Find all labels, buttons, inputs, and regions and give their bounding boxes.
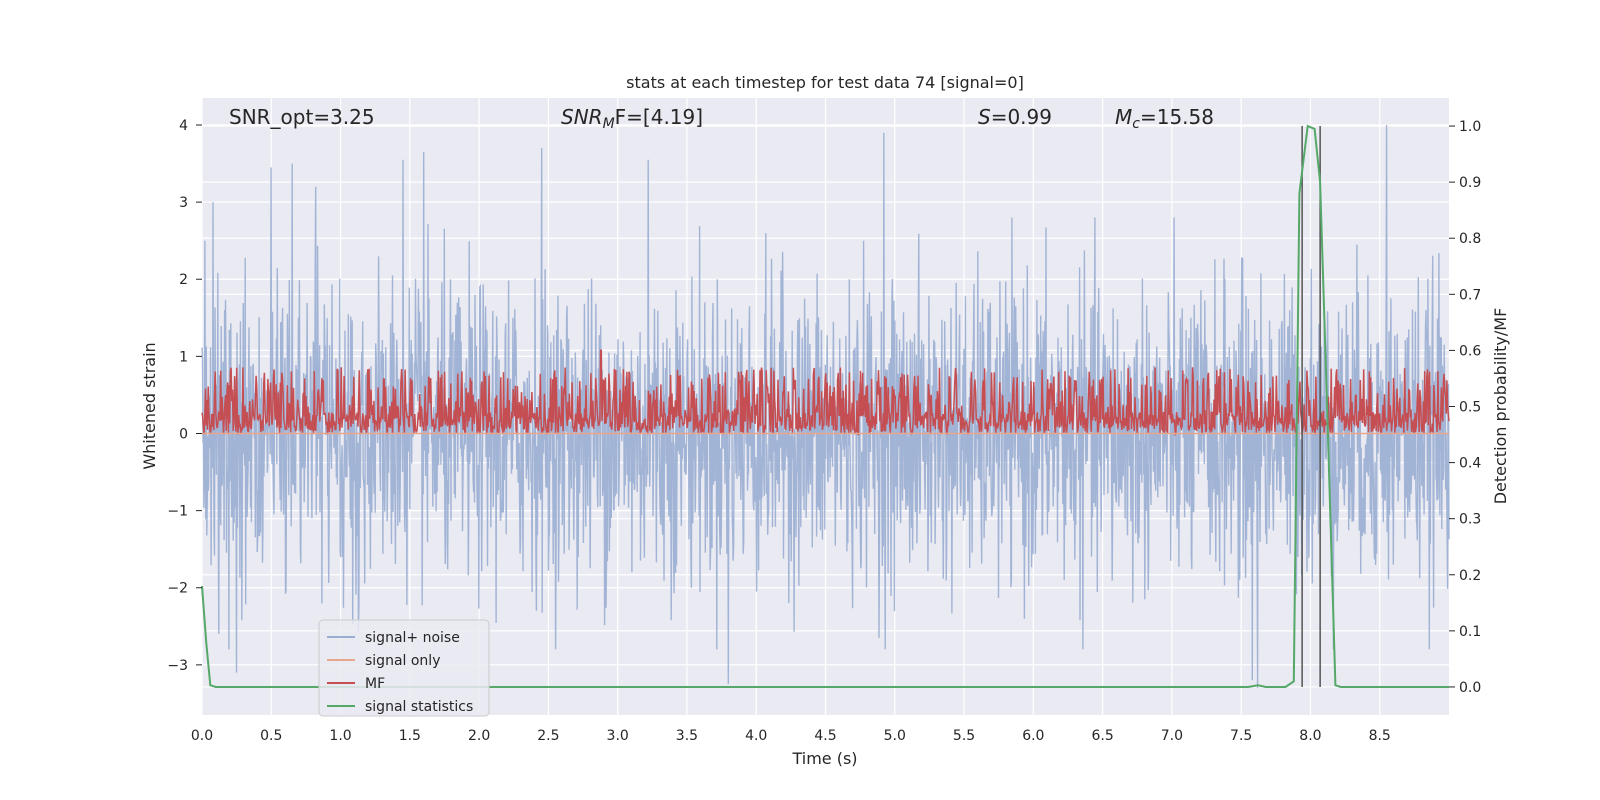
y-tick-label: 0 — [179, 426, 188, 442]
y2-tick-label: 0.5 — [1459, 400, 1481, 416]
y2-tick-label: 0.9 — [1459, 175, 1481, 191]
y-tick-label: 1 — [179, 349, 188, 365]
x-tick-label: 4.0 — [745, 728, 767, 744]
x-tick-label: 4.5 — [814, 728, 836, 744]
s-main: S — [978, 105, 991, 129]
y-tick-label: −2 — [167, 581, 188, 597]
signal-noise-line — [201, 124, 1450, 689]
legend-box — [318, 619, 490, 717]
annotation-s: S=0.99 — [978, 105, 1052, 129]
x-tick-label: 3.5 — [676, 728, 698, 744]
x-tick-label: 3.0 — [607, 728, 629, 744]
x-tick-label: 2.5 — [537, 728, 559, 744]
annotation-snr-mf: SNRMF=[4.19] — [561, 105, 703, 132]
y-tick-label: 2 — [179, 272, 188, 288]
x-tick-label: 1.0 — [329, 728, 351, 744]
x-tick-label: 5.5 — [953, 728, 975, 744]
mc-main: M — [1115, 105, 1132, 129]
y-tick-label: 3 — [179, 195, 188, 211]
annotation-snr-opt: SNR_opt=3.25 — [229, 105, 375, 129]
y-tick-label: −1 — [167, 504, 188, 520]
y2-tick-label: 0.4 — [1459, 456, 1481, 472]
legend-label: MF — [365, 676, 385, 692]
y2-tick-label: 0.1 — [1459, 624, 1481, 640]
signal-noise-series — [201, 124, 1450, 689]
x-tick-label: 8.0 — [1299, 728, 1321, 744]
mc-rest: =15.58 — [1140, 105, 1214, 129]
x-axis-label: Time (s) — [791, 749, 857, 768]
x-tick-label: 5.0 — [884, 728, 906, 744]
legend-label: signal+ noise — [365, 630, 460, 646]
x-tick-label: 7.0 — [1161, 728, 1183, 744]
y2-tick-label: 0.2 — [1459, 568, 1481, 584]
legend: signal+ noise signal only MF signal statist… — [318, 619, 490, 717]
legend-label: signal statistics — [365, 699, 473, 715]
snr-mf-sub: M — [603, 116, 615, 132]
y2-tick-label: 0.7 — [1459, 287, 1481, 303]
mc-sub: c — [1132, 116, 1140, 132]
x-tick-label: 2.0 — [468, 728, 490, 744]
x-tick-label: 8.5 — [1369, 728, 1391, 744]
y2-tick-label: 0.6 — [1459, 343, 1481, 359]
x-tick-label: 6.0 — [1022, 728, 1044, 744]
x-tick-label: 1.5 — [399, 728, 421, 744]
legend-label: signal only — [365, 653, 440, 669]
x-tick-label: 0.5 — [260, 728, 282, 744]
x-tick-label: 7.5 — [1230, 728, 1252, 744]
snr-mf-rest: F=[4.19] — [615, 105, 703, 129]
axes: 0.0 0.5 1.0 1.5 2.0 2.5 3.0 3.5 4.0 4.5 5.0 5.5 6.0 6… — [167, 118, 1481, 744]
x-tick-label: 0.0 — [191, 728, 213, 744]
chart-title: stats at each timestep for test data 74 … — [626, 73, 1024, 92]
mf-series — [201, 349, 1450, 437]
y-axis-label: Whitened strain — [140, 342, 159, 469]
signal-statistics-line — [201, 124, 1449, 688]
y2-tick-label: 0.0 — [1459, 680, 1481, 696]
y-tick-label: −3 — [167, 658, 188, 674]
y2-tick-label: 0.3 — [1459, 512, 1481, 528]
snr-mf-main: SNR — [561, 105, 603, 129]
y2-tick-label: 0.8 — [1459, 231, 1481, 247]
y2-tick-label: 1.0 — [1459, 119, 1481, 135]
mf-line — [201, 349, 1450, 437]
vertical-markers — [1301, 126, 1321, 687]
annotation-mc: Mc=15.58 — [1115, 105, 1214, 132]
y-tick-label: 4 — [179, 118, 188, 134]
y2-axis-label: Detection probability/MF — [1491, 308, 1510, 505]
signal-statistics-series — [201, 124, 1449, 688]
s-rest: =0.99 — [991, 105, 1052, 129]
x-tick-label: 6.5 — [1091, 728, 1113, 744]
